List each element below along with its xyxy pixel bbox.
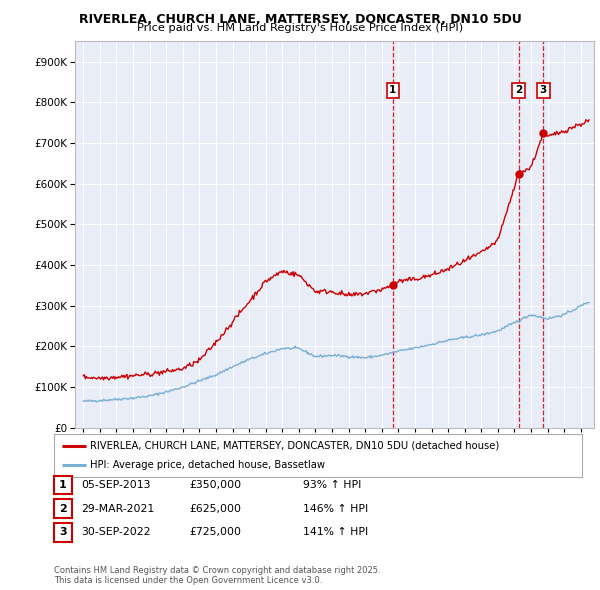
Text: £725,000: £725,000 bbox=[189, 527, 241, 537]
Text: Price paid vs. HM Land Registry's House Price Index (HPI): Price paid vs. HM Land Registry's House … bbox=[137, 23, 463, 33]
Text: 29-MAR-2021: 29-MAR-2021 bbox=[81, 504, 154, 513]
Text: £625,000: £625,000 bbox=[189, 504, 241, 513]
Text: 3: 3 bbox=[540, 85, 547, 95]
Text: 1: 1 bbox=[59, 480, 67, 490]
Text: 3: 3 bbox=[59, 527, 67, 537]
Text: 05-SEP-2013: 05-SEP-2013 bbox=[81, 480, 151, 490]
Text: 2: 2 bbox=[59, 504, 67, 513]
Text: RIVERLEA, CHURCH LANE, MATTERSEY, DONCASTER, DN10 5DU (detached house): RIVERLEA, CHURCH LANE, MATTERSEY, DONCAS… bbox=[90, 441, 499, 451]
Text: 146% ↑ HPI: 146% ↑ HPI bbox=[303, 504, 368, 513]
Text: HPI: Average price, detached house, Bassetlaw: HPI: Average price, detached house, Bass… bbox=[90, 460, 325, 470]
Text: £350,000: £350,000 bbox=[189, 480, 241, 490]
Text: 93% ↑ HPI: 93% ↑ HPI bbox=[303, 480, 361, 490]
Text: 2: 2 bbox=[515, 85, 522, 95]
Text: 1: 1 bbox=[389, 85, 397, 95]
Text: RIVERLEA, CHURCH LANE, MATTERSEY, DONCASTER, DN10 5DU: RIVERLEA, CHURCH LANE, MATTERSEY, DONCAS… bbox=[79, 13, 521, 26]
Text: 141% ↑ HPI: 141% ↑ HPI bbox=[303, 527, 368, 537]
Text: 30-SEP-2022: 30-SEP-2022 bbox=[81, 527, 151, 537]
Text: Contains HM Land Registry data © Crown copyright and database right 2025.
This d: Contains HM Land Registry data © Crown c… bbox=[54, 566, 380, 585]
